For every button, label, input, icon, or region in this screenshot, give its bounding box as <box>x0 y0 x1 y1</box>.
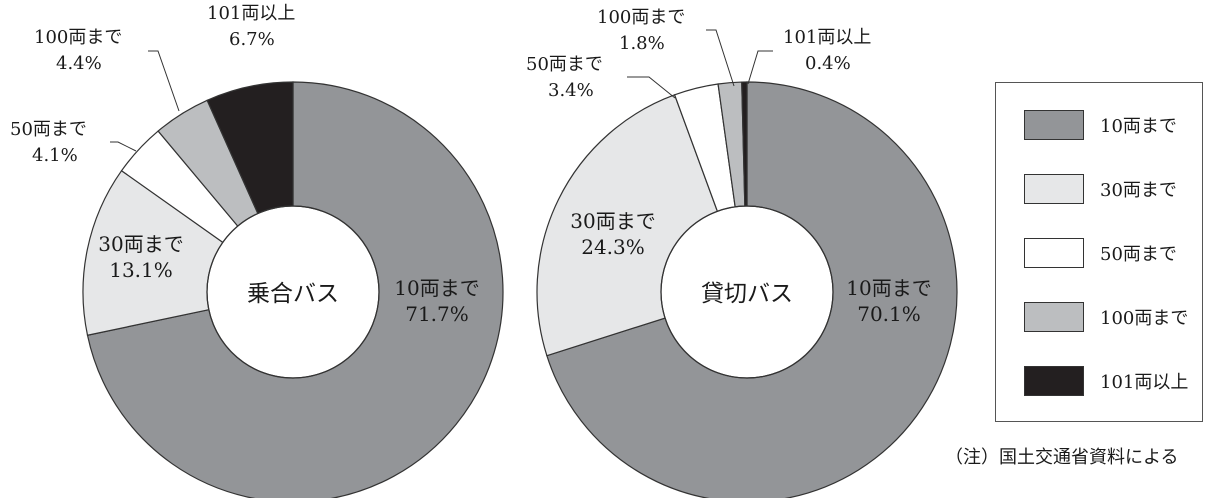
legend-swatch-100 <box>1024 302 1084 332</box>
legend-swatch-30 <box>1024 174 1084 204</box>
legend-label-50: 50両まで <box>1100 244 1177 265</box>
legend-label-101: 101両以上 <box>1100 372 1189 393</box>
slice-category-label-50: 50両まで <box>10 119 87 140</box>
slice-value-label-50: 4.1% <box>32 145 78 166</box>
slice-category-label-100: 100両まで <box>34 27 122 48</box>
slice-category-label-30: 30両まで <box>570 209 655 233</box>
source-note: （注）国土交通省資料による <box>945 447 1179 468</box>
slice-value-label-30: 13.1% <box>109 258 173 282</box>
callout-line-101 <box>747 50 773 85</box>
legend-label-100: 100両まで <box>1100 308 1189 329</box>
slice-category-label-100: 100両まで <box>597 7 685 28</box>
callout-line-100 <box>706 29 735 87</box>
legend-label-10: 10両まで <box>1100 116 1177 137</box>
slice-value-label-10: 70.1% <box>857 302 921 326</box>
slice-value-label-10: 71.7% <box>405 302 469 326</box>
legend-item-10: 10両まで <box>1024 110 1177 140</box>
callout-line-50 <box>627 76 676 99</box>
donut-hole <box>660 205 834 379</box>
donut-center-label: 乗合バス <box>247 281 339 307</box>
legend-swatch-50 <box>1024 238 1084 268</box>
slice-value-label-101: 0.4% <box>805 53 851 74</box>
legend-item-100: 100両まで <box>1024 302 1188 332</box>
legend: 10両まで 30両まで 50両まで 100両まで 101両以上 <box>995 82 1203 422</box>
callout-line-50 <box>110 141 137 152</box>
legend-item-50: 50両まで <box>1024 238 1177 268</box>
donut-center-label: 貸切バス <box>701 281 793 307</box>
slice-value-label-100: 4.4% <box>56 53 102 74</box>
legend-swatch-10 <box>1024 110 1084 140</box>
slice-value-label-100: 1.8% <box>619 33 665 54</box>
callout-line-100 <box>148 50 180 112</box>
slice-category-label-50: 50両まで <box>526 54 603 75</box>
slice-category-label-10: 10両まで <box>846 276 931 300</box>
slice-value-label-101: 6.7% <box>229 29 275 50</box>
legend-item-30: 30両まで <box>1024 174 1177 204</box>
slice-value-label-50: 3.4% <box>548 80 594 101</box>
slice-category-label-30: 30両まで <box>98 232 183 256</box>
slice-category-label-10: 10両まで <box>394 276 479 300</box>
legend-swatch-101 <box>1024 366 1084 396</box>
slice-category-label-101: 101両以上 <box>207 3 295 24</box>
slice-value-label-30: 24.3% <box>581 235 645 259</box>
legend-label-30: 30両まで <box>1100 180 1177 201</box>
slice-category-label-101: 101両以上 <box>783 27 871 48</box>
donut-hole <box>206 205 380 379</box>
legend-item-101: 101両以上 <box>1024 366 1188 396</box>
